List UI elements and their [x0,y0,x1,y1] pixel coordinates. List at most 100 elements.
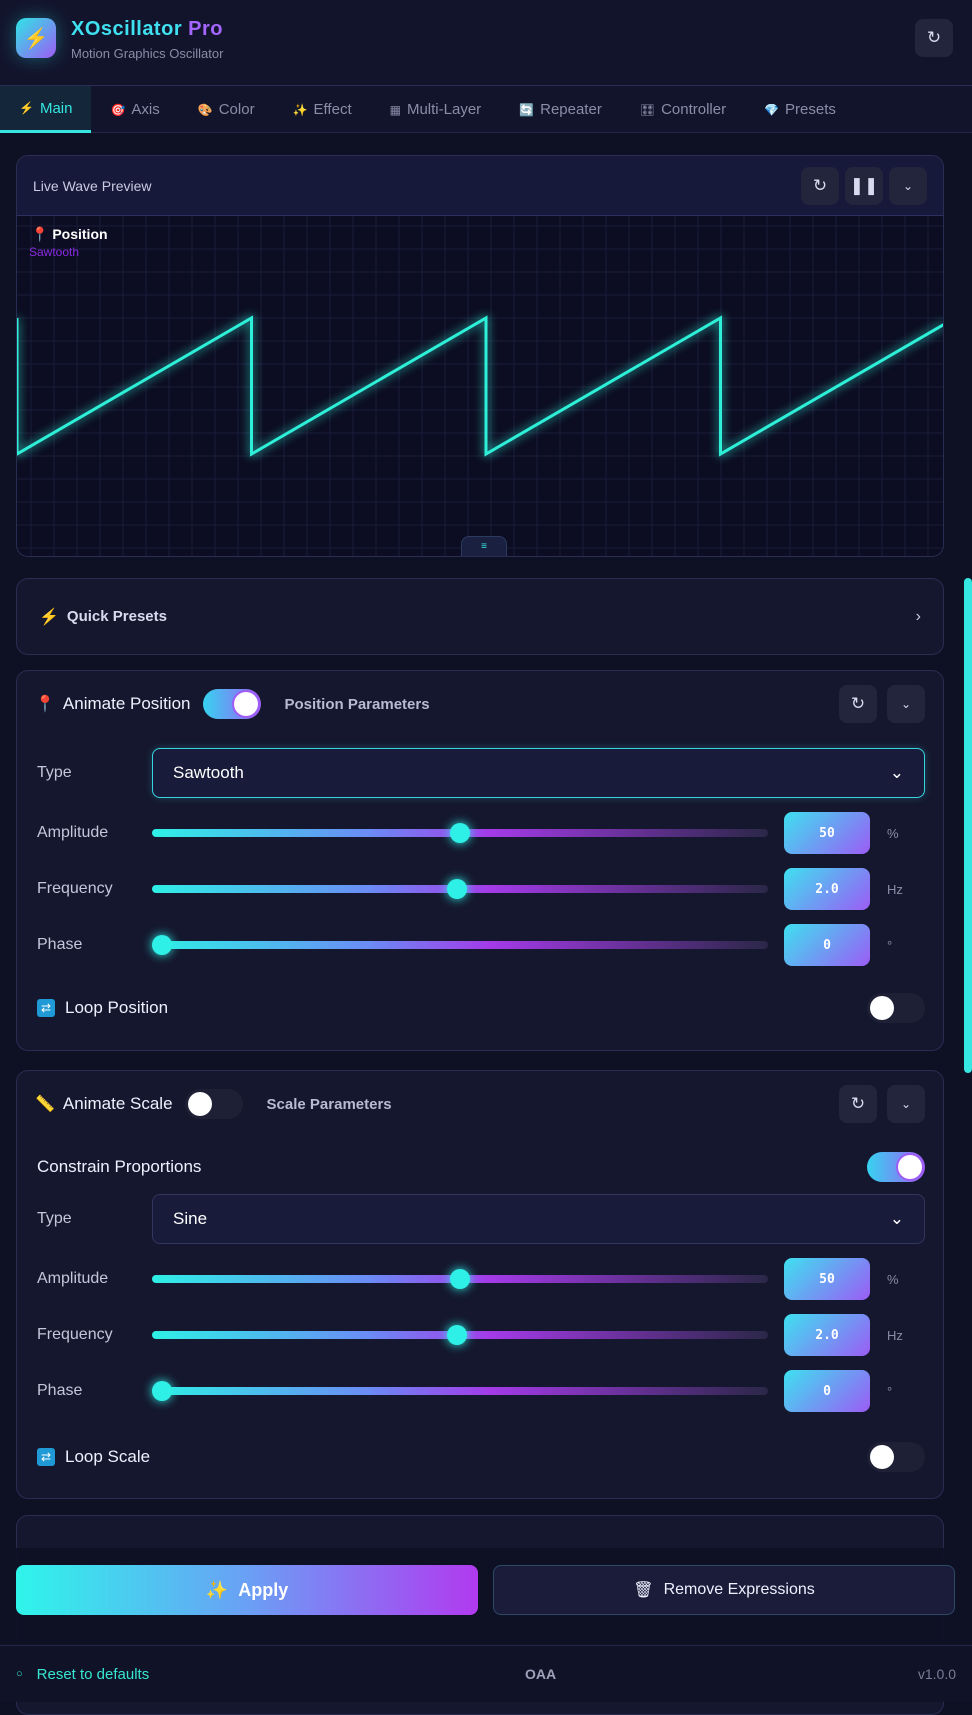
tab-presets[interactable]: 💎 Presets [764,101,836,118]
amplitude-unit: % [887,1271,899,1287]
tab-main[interactable]: ⚡ Main [0,86,92,133]
position-reset-button[interactable]: ↻ [839,685,877,723]
loop-position-toggle[interactable] [867,993,925,1023]
type-label: Type [37,764,72,781]
wave-line [17,315,943,457]
amplitude-label: Amplitude [37,824,109,841]
chevron-down-icon: ⌄ [900,697,912,711]
scale-collapse-button[interactable]: ⌄ [887,1085,925,1123]
resize-handle[interactable]: ≡ [461,536,507,556]
position-parameters-label: Position Parameters [284,695,430,713]
chevron-right-icon: › [915,607,921,625]
slider-thumb[interactable] [151,1381,172,1401]
phase-slider[interactable] [151,1381,768,1401]
app-title: XOscillator Pro [71,18,224,40]
phase-slider[interactable] [151,935,768,955]
frequency-unit: Hz [887,1327,903,1343]
phase-value-input[interactable]: 0 [784,1370,870,1412]
frequency-value-input[interactable]: 2.0 [784,1314,870,1356]
tab-icon: ⚡ [19,101,34,115]
trash-icon: 🗑 [633,1582,654,1599]
amplitude-slider[interactable] [152,823,768,843]
pin-icon: 📍 [35,696,55,713]
preview-wave-type: Sawtooth [29,245,80,259]
footer: ○ Reset to defaults OAA v1.0.0 [0,1645,972,1702]
frequency-value-input[interactable]: 2.0 [784,868,870,910]
phase-label: Phase [37,1382,83,1399]
tab-icon: 🎯 [110,102,126,117]
slider-thumb[interactable] [450,1269,470,1289]
wave-canvas: 📍 Position Sawtooth ≡ [17,216,943,556]
reset-icon: ↻ [850,1094,866,1113]
amplitude-label: Amplitude [37,1270,109,1287]
tab-icon: 🎨 [197,102,213,117]
app-subtitle: Motion Graphics Oscillator [71,46,224,61]
tab-color[interactable]: 🎨 Color [197,101,255,118]
refresh-button[interactable]: ↻ [915,19,953,57]
amplitude-row: Amplitude 50 % [37,1257,925,1301]
action-bar: ✨ Apply 🗑 Remove Expressions [0,1548,972,1645]
scale-section: 📏 Animate Scale Scale Parameters ↻ ⌄ Con… [16,1070,944,1499]
pin-icon: 📍 [31,226,49,242]
chevron-down-icon: ⌄ [902,178,914,193]
frequency-unit: Hz [887,881,903,897]
status-dot-icon: ○ [16,1668,23,1680]
tab-repeater[interactable]: 🔄 Repeater [519,101,602,118]
chevron-down-icon: ⌄ [889,763,904,782]
frequency-slider[interactable] [152,1325,768,1345]
scale-reset-button[interactable]: ↻ [839,1085,877,1123]
loop-scale-label: Loop Scale [65,1447,151,1466]
quick-presets-section[interactable]: ⚡ Quick Presets › [16,578,944,655]
tab-icon: 🔄 [519,102,535,117]
loop-scale-toggle[interactable] [867,1442,925,1472]
tab-axis[interactable]: 🎯 Axis [110,101,160,118]
amplitude-value-input[interactable]: 50 [784,1258,870,1300]
slider-thumb[interactable] [151,935,172,955]
frequency-label: Frequency [37,880,113,897]
preview-header: Live Wave Preview ↻ ❚❚ ⌄ [17,156,943,216]
remove-expressions-button[interactable]: 🗑 Remove Expressions [493,1565,955,1615]
phase-row: Phase 0 ° [37,923,925,967]
scrollbar[interactable] [964,578,972,1073]
slider-thumb[interactable] [446,1325,467,1345]
phase-row: Phase 0 ° [37,1369,925,1413]
tab-icon: ✨ [292,102,308,117]
amplitude-slider[interactable] [152,1269,768,1289]
scale-type-select[interactable]: Sine ⌄ [152,1194,925,1244]
refresh-icon: ↻ [926,28,942,47]
loop-icon: ⇄ [37,1448,55,1466]
reset-icon: ↻ [850,694,866,713]
tab-effect[interactable]: ✨ Effect [292,101,352,118]
tab-icon: 🎛 [639,102,656,117]
tab-icon: 💎 [764,102,780,117]
wave-graph [17,216,943,556]
chevron-down-icon: ⌄ [900,1097,912,1111]
position-collapse-button[interactable]: ⌄ [887,685,925,723]
live-wave-preview: Live Wave Preview ↻ ❚❚ ⌄ 📍 Position Sawt… [16,155,944,557]
tab-icon: ▦ [389,102,401,117]
slider-thumb[interactable] [446,879,467,899]
app-header: ⚡ XOscillator Pro Motion Graphics Oscill… [0,0,972,86]
position-type-select[interactable]: Sawtooth ⌄ [152,748,925,798]
frequency-slider[interactable] [152,879,768,899]
animate-scale-toggle[interactable] [184,1089,243,1119]
reset-defaults-link[interactable]: Reset to defaults [36,1665,150,1683]
tab-multi-layer[interactable]: ▦ Multi-Layer [389,101,482,118]
amplitude-unit: % [887,825,899,841]
tab-controller[interactable]: 🎛 Controller [639,101,727,118]
frequency-label: Frequency [37,1326,113,1343]
slider-thumb[interactable] [450,823,470,843]
phase-unit: ° [887,937,893,953]
amplitude-value-input[interactable]: 50 [784,812,870,854]
phase-label: Phase [37,936,83,953]
phase-value-input[interactable]: 0 [784,924,870,966]
preview-collapse-button[interactable]: ⌄ [889,166,927,205]
constrain-proportions-toggle[interactable] [867,1152,925,1182]
ruler-icon: 📏 [35,1096,55,1113]
preview-reset-button[interactable]: ↻ [801,166,839,205]
apply-button[interactable]: ✨ Apply [16,1565,478,1615]
reset-icon: ↻ [812,175,828,195]
animate-position-toggle[interactable] [202,689,261,719]
preview-pause-button[interactable]: ❚❚ [845,166,883,205]
animate-position-label: Animate Position [62,694,191,713]
